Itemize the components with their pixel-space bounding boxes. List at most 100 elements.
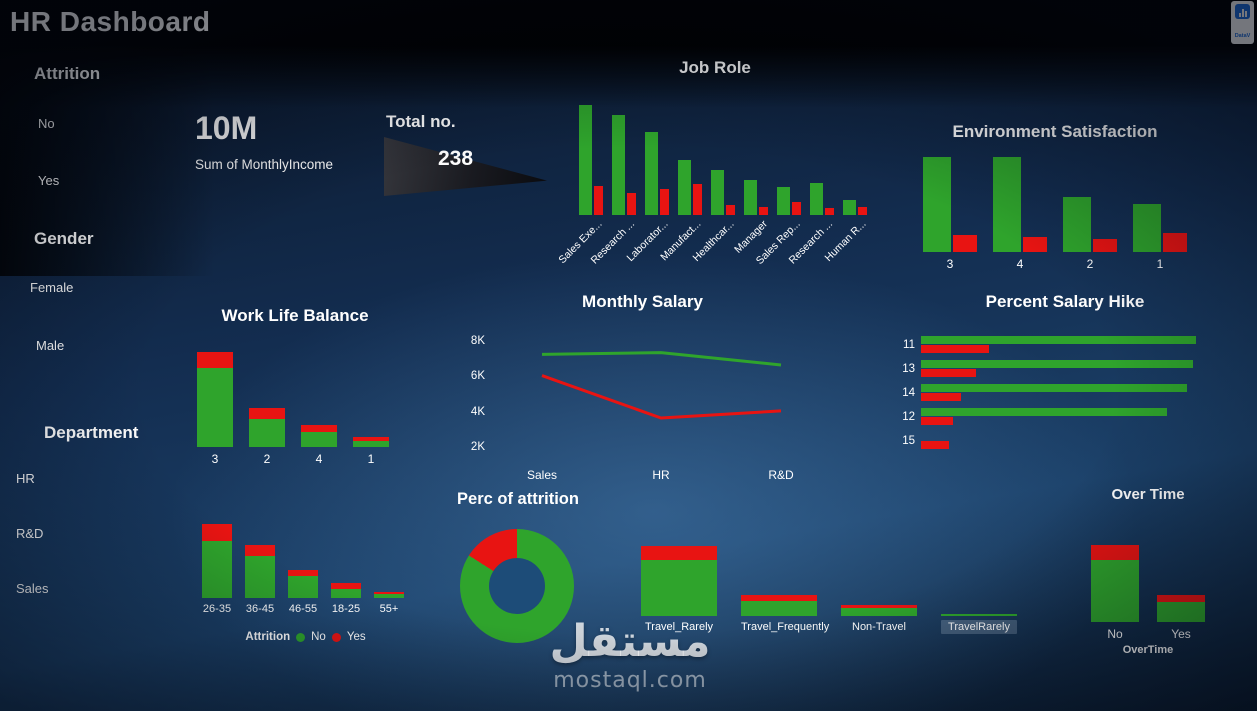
- bar-no[interactable]: [202, 541, 232, 598]
- bar-yes[interactable]: [1163, 233, 1187, 252]
- work-life-balance-chart[interactable]: 3 2 4 1: [193, 347, 393, 466]
- department-filter-title: Department: [44, 423, 139, 442]
- bar-no[interactable]: [288, 576, 318, 598]
- bar-no[interactable]: [331, 589, 361, 598]
- bar-yes[interactable]: [693, 184, 702, 215]
- bar-yes[interactable]: [792, 202, 801, 215]
- bar-yes[interactable]: [953, 235, 977, 252]
- bar-yes[interactable]: [921, 417, 953, 425]
- bar-yes[interactable]: [202, 524, 232, 541]
- monthly-salary-chart[interactable]: Monthly Salary 8K 6K 4K 2K Sales HR R&D: [455, 292, 830, 482]
- bar-yes[interactable]: [858, 207, 867, 215]
- bar-no[interactable]: [645, 132, 658, 215]
- category-label: 3: [211, 452, 219, 466]
- job-role-chart[interactable]: Sales Exe... Research ... Laborator... Manu…: [556, 100, 870, 277]
- bar-yes[interactable]: [249, 408, 285, 419]
- bar-no[interactable]: [249, 419, 285, 447]
- bar-no[interactable]: [921, 336, 1196, 344]
- watermark-domain: mostaql.com: [553, 668, 707, 693]
- percent-salary-hike-chart[interactable]: 11 13 14 12 15: [893, 336, 1208, 456]
- bar-no[interactable]: [993, 157, 1021, 252]
- bar-no[interactable]: [777, 187, 790, 215]
- bar-yes[interactable]: [921, 345, 989, 353]
- bar-chart-logo-icon: [1235, 4, 1250, 19]
- bar-no[interactable]: [921, 360, 1193, 368]
- donut-hole: [489, 558, 545, 614]
- legend-yes-dot-icon: [331, 632, 341, 642]
- bar-no[interactable]: [1157, 602, 1205, 622]
- gender-option-male[interactable]: Male: [36, 338, 65, 353]
- category-label: 2: [263, 452, 271, 466]
- department-option-sales[interactable]: Sales: [16, 581, 49, 596]
- bar-yes[interactable]: [197, 352, 233, 368]
- bar-yes[interactable]: [921, 369, 976, 377]
- bar-yes[interactable]: [825, 208, 834, 215]
- department-option-hr[interactable]: HR: [16, 471, 35, 486]
- legend-yes-label: Yes: [346, 631, 366, 643]
- bar-no[interactable]: [678, 160, 691, 215]
- bar-no[interactable]: [741, 601, 817, 616]
- work-life-balance-chart-title: Work Life Balance: [221, 306, 369, 325]
- bar-no[interactable]: [301, 432, 337, 447]
- category-label: 4: [315, 452, 323, 466]
- bar-yes[interactable]: [627, 193, 636, 215]
- bar-yes[interactable]: [641, 546, 717, 560]
- bar-no[interactable]: [1091, 560, 1139, 622]
- bar-yes[interactable]: [245, 545, 275, 556]
- bar-yes[interactable]: [660, 189, 669, 215]
- department-option-rnd[interactable]: R&D: [16, 526, 44, 541]
- bar-yes[interactable]: [759, 207, 768, 215]
- salary-line-yes[interactable]: [541, 374, 782, 420]
- bar-no[interactable]: [941, 614, 1017, 616]
- bar-no[interactable]: [641, 560, 717, 616]
- x-axis-tick: HR: [652, 468, 670, 482]
- category-label: 46-55: [288, 603, 318, 615]
- attrition-option-no[interactable]: No: [38, 116, 55, 131]
- legend-title: Attrition: [245, 631, 291, 643]
- y-axis-tick: 4K: [470, 405, 485, 418]
- bar-yes[interactable]: [1023, 237, 1047, 252]
- bar-no[interactable]: [843, 200, 856, 215]
- bar-no[interactable]: [921, 408, 1167, 416]
- monthly-salary-chart-title: Monthly Salary: [582, 292, 703, 311]
- bar-no[interactable]: [579, 105, 592, 215]
- bar-no[interactable]: [711, 170, 724, 215]
- bar-no[interactable]: [1133, 204, 1161, 252]
- gender-option-female[interactable]: Female: [30, 280, 74, 295]
- category-label: 1: [367, 452, 375, 466]
- bar-no[interactable]: [841, 608, 917, 616]
- category-label: 26-35: [202, 603, 232, 615]
- left-fade: [0, 46, 215, 276]
- bar-yes[interactable]: [921, 441, 949, 449]
- category-label: 2: [1086, 257, 1094, 271]
- attrition-donut-title: Perc of attrition: [457, 490, 579, 508]
- salary-line-no[interactable]: [541, 351, 782, 367]
- over-time-chart[interactable]: No Yes: [1090, 540, 1206, 641]
- environment-satisfaction-chart[interactable]: 3 4 2 1: [922, 157, 1188, 271]
- bar-no[interactable]: [612, 115, 625, 215]
- bar-no[interactable]: [197, 368, 233, 447]
- y-axis-tick: 2K: [470, 441, 485, 453]
- age-group-chart[interactable]: 26-35 36-45 46-55 18-25 55+: [198, 520, 408, 615]
- page-title: HR Dashboard: [10, 6, 211, 37]
- attrition-option-yes[interactable]: Yes: [38, 173, 60, 188]
- bar-no[interactable]: [810, 183, 823, 215]
- bar-no[interactable]: [353, 441, 389, 447]
- total-count-value: 238: [438, 147, 474, 170]
- bar-no[interactable]: [245, 556, 275, 598]
- bar-yes[interactable]: [301, 425, 337, 432]
- bar-yes[interactable]: [1157, 595, 1205, 602]
- bar-yes[interactable]: [594, 186, 603, 215]
- attrition-legend: Attrition No Yes: [198, 631, 413, 643]
- bar-yes[interactable]: [921, 393, 961, 401]
- bar-yes[interactable]: [726, 205, 735, 215]
- bar-no[interactable]: [374, 594, 404, 598]
- bar-no[interactable]: [1063, 197, 1091, 252]
- bar-yes[interactable]: [1091, 545, 1139, 560]
- y-axis-tick: 6K: [470, 370, 485, 383]
- category-label: 36-45: [245, 603, 275, 615]
- bar-no[interactable]: [923, 157, 951, 252]
- bar-no[interactable]: [921, 384, 1187, 392]
- bar-yes[interactable]: [1093, 239, 1117, 252]
- bar-no[interactable]: [744, 180, 757, 215]
